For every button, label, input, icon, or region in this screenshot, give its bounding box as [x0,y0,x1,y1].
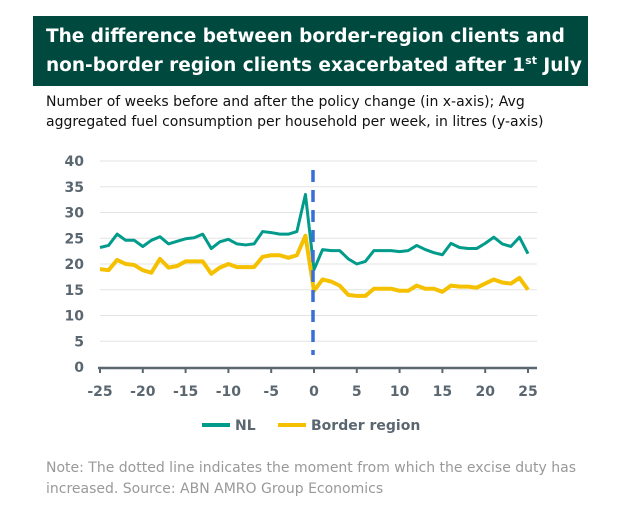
y-tick-label: 0 [74,360,84,376]
x-tick-label: 20 [475,384,495,400]
x-tick-label: 10 [390,384,410,400]
legend-label: NL [235,418,256,434]
chart-title: The difference between border-region cli… [33,16,588,86]
x-tick-label: 15 [433,384,452,400]
y-tick-label: 30 [65,206,85,222]
y-tick-label: 25 [65,231,84,247]
x-tick-label: -5 [263,384,279,400]
x-tick-label: -25 [87,384,112,400]
x-tick-label: -10 [216,384,242,400]
title-superscript: st [525,53,537,67]
y-tick-label: 5 [74,334,84,350]
x-tick-label: 5 [352,384,362,400]
title-text: The difference between border-region cli… [46,26,565,76]
title-text-end: July [536,55,582,76]
y-tick-label: 20 [65,257,85,273]
y-tick-label: 10 [65,309,85,325]
legend-label: Border region [311,418,420,434]
chart-subtitle: Number of weeks before and after the pol… [46,94,544,130]
series-line-nl [99,192,530,272]
x-tick-label: 25 [518,384,537,400]
x-tick-label: -20 [130,384,156,400]
x-tick-label: -15 [173,384,198,400]
y-tick-label: 15 [65,283,84,299]
y-tick-label: 35 [65,180,84,196]
x-tick-label: 0 [309,384,319,400]
y-tick-label: 40 [65,154,85,170]
source-note: Note: The dotted line indicates the mome… [46,460,577,497]
